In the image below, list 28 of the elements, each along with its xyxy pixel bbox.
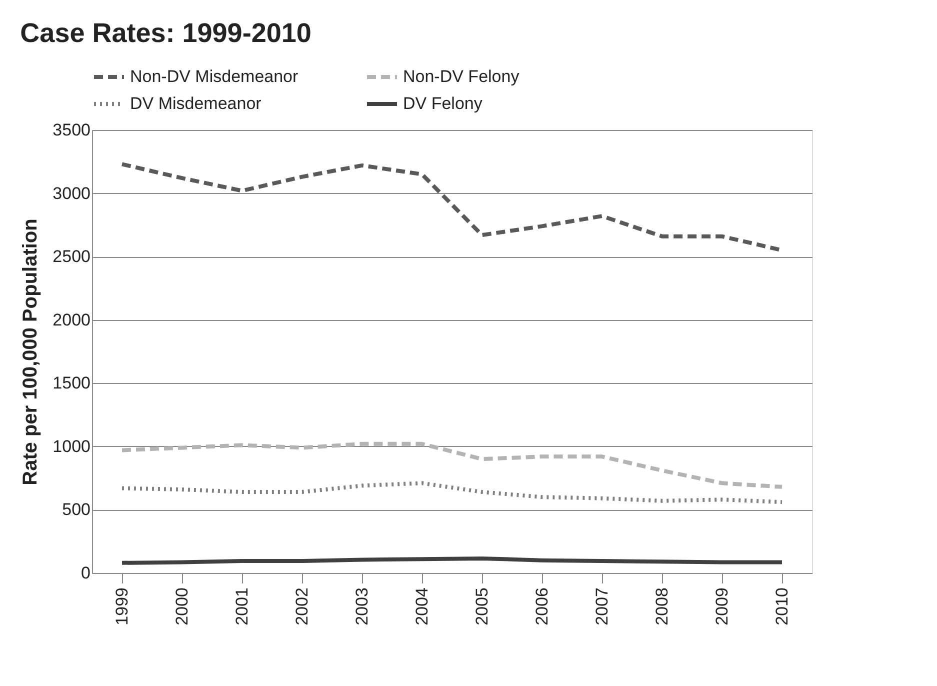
- y-tick-label: 1500: [52, 374, 90, 393]
- legend-label: DV Felony: [403, 94, 483, 113]
- legend-label: Non-DV Misdemeanor: [130, 67, 299, 86]
- x-tick-label: 2004: [412, 588, 432, 626]
- y-tick-label: 3000: [52, 184, 90, 203]
- x-tick-label: 1999: [112, 588, 132, 626]
- line-series: [120, 481, 784, 504]
- y-tick-label: 3500: [52, 120, 90, 140]
- y-tick-label: 0: [81, 564, 90, 582]
- y-axis-title: Rate per 100,000 Population: [20, 218, 42, 486]
- y-tick-label: 500: [62, 500, 90, 520]
- legend-label: Non-DV Felony: [403, 67, 520, 86]
- x-tick-label: 2007: [592, 588, 612, 626]
- x-tick-label: 2008: [652, 588, 672, 626]
- x-tick-label: 2006: [532, 588, 552, 626]
- x-tick-label: 2009: [712, 588, 732, 626]
- x-tick-label: 2005: [472, 588, 492, 626]
- y-tick-label: 2500: [52, 247, 90, 266]
- chart-title: Case Rates: 1999-2010: [20, 18, 312, 48]
- x-tick-label: 2003: [352, 588, 372, 626]
- y-tick-label: 1000: [52, 436, 90, 456]
- legend-label: DV Misdemeanor: [130, 94, 262, 113]
- x-tick-label: 2010: [772, 588, 792, 626]
- y-tick-label: 2000: [52, 310, 90, 330]
- x-tick-label: 2000: [172, 588, 192, 626]
- x-tick-label: 2002: [292, 588, 312, 626]
- line-series: [120, 442, 784, 489]
- x-tick-label: 2001: [232, 588, 252, 626]
